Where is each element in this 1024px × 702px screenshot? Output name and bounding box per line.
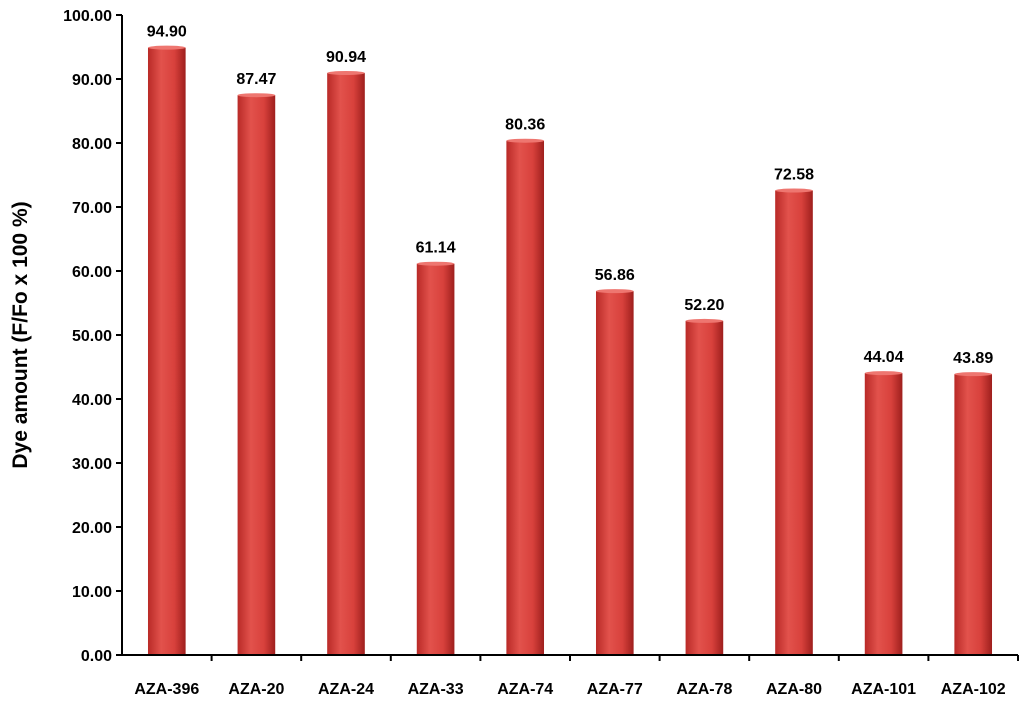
x-tick-label: AZA-24 <box>318 681 374 698</box>
bar-top-highlight <box>506 138 545 143</box>
x-tick-label: AZA-20 <box>228 681 284 698</box>
x-tick-label: AZA-77 <box>587 681 643 698</box>
bar-top-highlight <box>416 261 455 266</box>
data-label: 61.14 <box>416 240 456 257</box>
y-axis-title: Dye amount (F/Fo x 100 %) <box>9 201 32 468</box>
bar-aza-74 <box>506 140 545 656</box>
data-label: 43.89 <box>953 350 993 367</box>
bar-aza-101 <box>864 373 903 655</box>
bar-top-highlight <box>327 70 365 75</box>
x-tick-label: AZA-102 <box>941 681 1006 698</box>
x-tick-label: AZA-396 <box>134 681 199 698</box>
data-label: 87.47 <box>236 71 276 88</box>
y-tick-label: 0.00 <box>81 648 112 665</box>
bar-aza-396 <box>147 47 186 655</box>
y-tick-label: 90.00 <box>72 72 112 89</box>
y-tick-label: 30.00 <box>72 456 112 473</box>
bar-aza-80 <box>775 190 813 655</box>
x-tick-label: AZA-74 <box>497 681 553 698</box>
data-label: 90.94 <box>326 49 366 66</box>
x-axis-labels: AZA-396 AZA-20 AZA-24 AZA-33 AZA-74 AZA-77 AZA… <box>134 681 1005 698</box>
y-axis-ticks: 0.00 10.00 20.00 30.00 40.00 50.00 60.00 70.00 8… <box>63 8 122 665</box>
x-tick-label: AZA-78 <box>676 681 732 698</box>
bars <box>147 45 993 656</box>
bar-aza-20 <box>237 95 276 655</box>
bar-top-highlight <box>864 371 903 376</box>
x-tick-label: AZA-33 <box>408 681 464 698</box>
bar-top-highlight <box>775 188 813 193</box>
bar-aza-33 <box>416 263 455 655</box>
y-tick-label: 40.00 <box>72 392 112 409</box>
bar-aza-102 <box>954 374 993 655</box>
x-tick-label: AZA-101 <box>851 681 916 698</box>
y-tick-label: 100.00 <box>63 8 112 25</box>
axes <box>121 15 1019 661</box>
y-tick-label: 60.00 <box>72 264 112 281</box>
bar-top-highlight <box>685 318 724 323</box>
bar-top-highlight <box>147 45 186 50</box>
data-label: 52.20 <box>684 297 724 314</box>
bar-aza-78 <box>685 320 724 655</box>
x-tick-label: AZA-80 <box>766 681 822 698</box>
data-label: 80.36 <box>505 117 545 134</box>
data-label: 72.58 <box>774 166 814 183</box>
data-label: 94.90 <box>147 24 187 41</box>
bar-top-highlight <box>237 93 276 98</box>
bar-top-highlight <box>954 372 993 377</box>
bar-aza-77 <box>595 291 634 655</box>
y-tick-label: 80.00 <box>72 136 112 153</box>
y-tick-label: 20.00 <box>72 520 112 537</box>
data-label: 44.04 <box>864 349 904 366</box>
bar-aza-24 <box>327 72 365 655</box>
y-tick-label: 10.00 <box>72 584 112 601</box>
y-tick-label: 50.00 <box>72 328 112 345</box>
data-labels: 94.90 87.47 90.94 61.14 80.36 56.86 52.20 72.58… <box>147 24 994 367</box>
y-tick-label: 70.00 <box>72 200 112 217</box>
bar-top-highlight <box>595 289 634 294</box>
data-label: 56.86 <box>595 267 635 284</box>
